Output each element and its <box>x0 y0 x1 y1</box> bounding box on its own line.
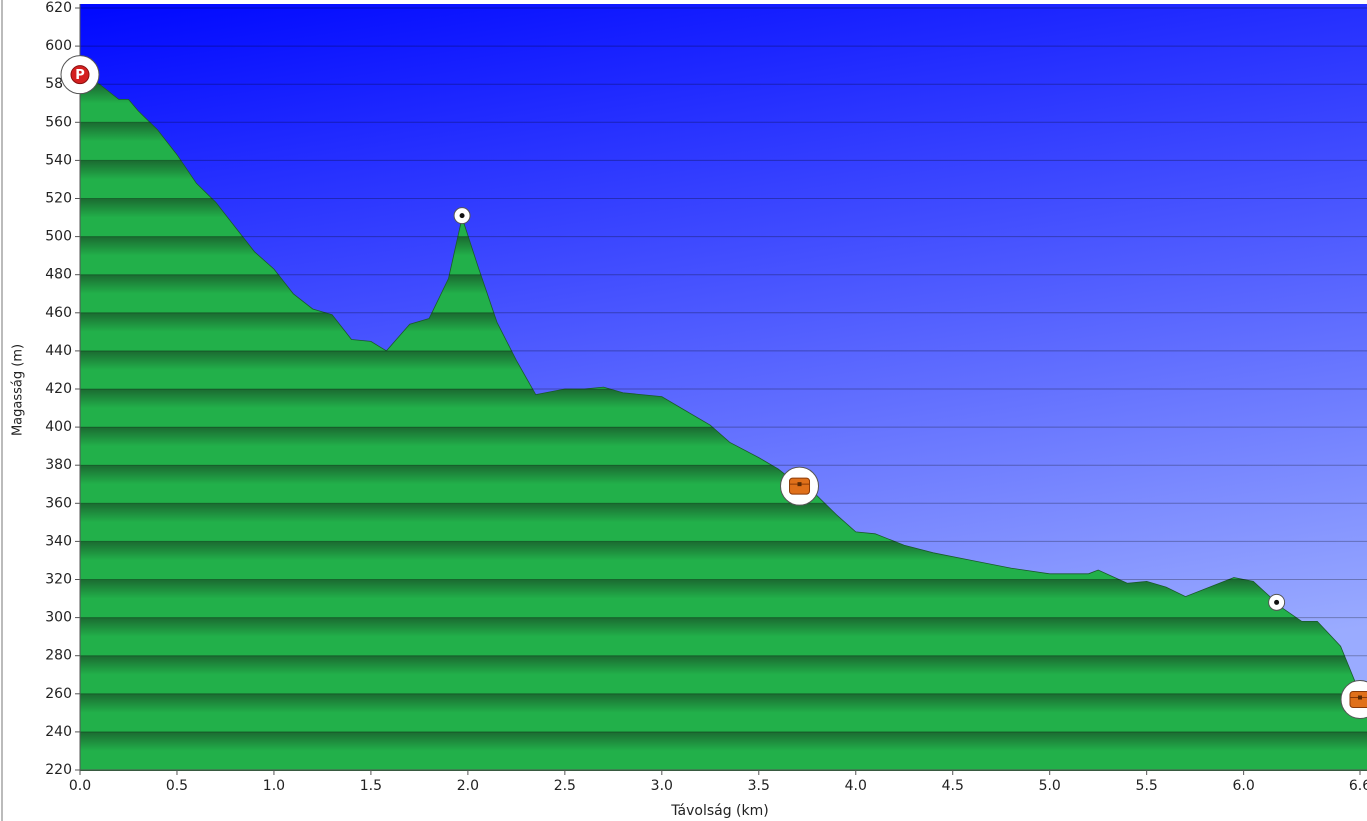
y-axis-label: Magasság (m) <box>11 344 26 436</box>
y-tick-label: 600 <box>45 38 72 54</box>
x-tick-label: 5.0 <box>1039 778 1061 794</box>
chest-lock <box>1358 695 1362 700</box>
x-axis-label: Távolság (km) <box>670 803 768 819</box>
axes: 220 240 260 280 300 320 340 360 380 400 420 440 460 4… <box>45 0 1367 794</box>
y-tick-label: 620 <box>45 0 72 16</box>
y-tick-label: 220 <box>45 762 72 778</box>
waypoint <box>453 207 471 225</box>
y-tick-label: 340 <box>45 533 72 549</box>
y-tick-label: 320 <box>45 572 72 588</box>
x-tick-label: 3.5 <box>748 778 770 794</box>
y-tick-label: 280 <box>45 648 72 664</box>
elevation-area <box>80 74 1367 771</box>
parking-icon <box>70 65 90 85</box>
waypoint <box>780 466 820 506</box>
x-tick-label: 2.5 <box>554 778 576 794</box>
y-tick-label: 480 <box>45 267 72 283</box>
waypoint <box>1340 680 1367 720</box>
y-tick-label: 300 <box>45 610 72 626</box>
x-tick-label: 5.5 <box>1136 778 1158 794</box>
plot-area <box>80 7 1367 771</box>
x-tick-label: 0.0 <box>69 778 91 794</box>
y-tick-label: 360 <box>45 495 72 511</box>
y-tick-label: 560 <box>45 114 72 130</box>
y-tick-label: 440 <box>45 343 72 359</box>
x-tick-label: 1.5 <box>360 778 382 794</box>
y-tick-label: 460 <box>45 305 72 321</box>
x-tick-label: 2.0 <box>457 778 479 794</box>
dot-icon <box>459 213 465 219</box>
dot-icon <box>1274 599 1280 605</box>
waypoint: P <box>60 55 100 95</box>
x-tick-label: 6.6 <box>1349 778 1367 794</box>
y-tick-label: 240 <box>45 724 72 740</box>
x-tick-label: 0.5 <box>166 778 188 794</box>
waypoint <box>1268 593 1286 611</box>
y-tick-label: 500 <box>45 229 72 245</box>
y-tick-label: 400 <box>45 419 72 435</box>
x-tick-label: 4.5 <box>942 778 964 794</box>
y-tick-label: 380 <box>45 457 72 473</box>
y-tick-label: 540 <box>45 152 72 168</box>
x-tick-label: 3.0 <box>651 778 673 794</box>
y-tick-label: 520 <box>45 191 72 207</box>
x-tick-label: 4.0 <box>845 778 867 794</box>
x-tick-label: 6.0 <box>1233 778 1255 794</box>
x-tick-label: 1.0 <box>263 778 285 794</box>
y-tick-label: 420 <box>45 381 72 397</box>
y-tick-label: 260 <box>45 686 72 702</box>
parking-label: P <box>75 68 85 83</box>
chest-lock <box>797 482 802 487</box>
